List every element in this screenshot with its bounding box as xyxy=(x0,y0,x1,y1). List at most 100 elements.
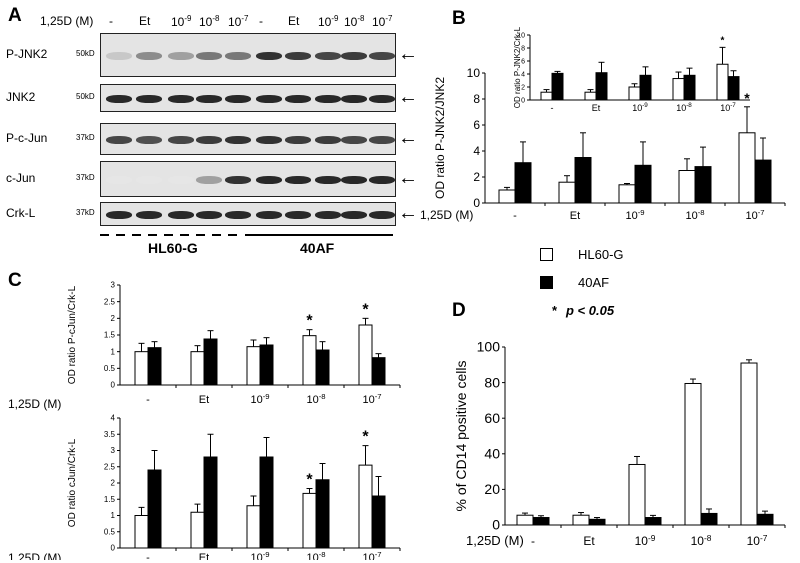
bar xyxy=(147,469,162,549)
blot-band xyxy=(341,211,367,219)
bar xyxy=(584,91,597,101)
category-label-base: 10 xyxy=(306,552,318,560)
y-tick-label: 2 xyxy=(473,170,480,184)
blot-lane-label: - xyxy=(259,14,263,28)
legend-filled-swatch xyxy=(540,276,553,289)
bar xyxy=(246,346,261,386)
y-tick-label: 6 xyxy=(521,58,525,65)
bar xyxy=(574,157,592,204)
category-label-exponent: -7 xyxy=(375,550,382,559)
bar xyxy=(740,362,758,526)
category-label-base: 10 xyxy=(250,394,262,406)
blot-band xyxy=(136,136,162,144)
category-label-exponent: -8 xyxy=(319,550,326,559)
blot-row-name: P-c-Jun xyxy=(6,131,48,145)
category-label-base: Et xyxy=(199,394,209,406)
x-axis-label: 1,25D (M) xyxy=(8,397,61,411)
blot-band xyxy=(168,211,194,219)
blot-row-arrow: ← xyxy=(398,86,418,108)
category-label-base: 10 xyxy=(685,210,697,222)
blot-band xyxy=(315,95,341,103)
category-label-base: 10 xyxy=(691,534,705,548)
bar xyxy=(738,132,756,204)
lane-label-base: 10 xyxy=(372,15,386,29)
lane-label-exponent: -9 xyxy=(331,14,339,23)
blot-row-mw: 37kD xyxy=(76,133,95,142)
blot-band xyxy=(369,95,395,103)
blot-band xyxy=(136,95,162,103)
bar xyxy=(315,349,330,386)
x-tick-label: 10-9 xyxy=(250,550,269,560)
group-label-40af: 40AF xyxy=(300,240,335,256)
y-tick-label: 3.5 xyxy=(104,430,116,439)
bar xyxy=(302,492,317,549)
y-tick-label: 80 xyxy=(484,374,500,390)
bar xyxy=(716,63,729,101)
blot-band xyxy=(256,95,282,103)
group-label-hl60g: HL60-G xyxy=(148,240,198,256)
blot-row-arrow: ← xyxy=(398,127,418,149)
blot-strip xyxy=(100,161,396,197)
legend-open-label: HL60-G xyxy=(578,247,624,262)
blot-band xyxy=(196,211,222,219)
blot-band xyxy=(196,136,222,144)
y-axis-label: OD ratio P-JNK2/JNK2 xyxy=(433,77,447,199)
significance-star: * xyxy=(744,90,750,106)
y-tick-label: 10 xyxy=(467,66,481,80)
blot-band xyxy=(256,176,282,184)
x-tick-label: - xyxy=(146,394,150,406)
y-tick-label: 4 xyxy=(111,414,116,423)
blot-lane-label: Et xyxy=(139,14,150,28)
y-tick-label: 6 xyxy=(473,118,480,132)
category-label-exponent: -9 xyxy=(638,208,645,217)
legend-open-swatch xyxy=(540,248,553,261)
panel-c-label: C xyxy=(8,270,22,291)
y-tick-label: 20 xyxy=(484,481,500,497)
blot-band xyxy=(168,176,194,184)
x-tick-label: Et xyxy=(199,394,209,406)
bar xyxy=(628,86,641,101)
y-axis-label: OD ratio P-JNK2/Crk-L xyxy=(513,26,522,108)
blot-band xyxy=(341,176,367,184)
blot-band xyxy=(256,52,282,60)
blot-band xyxy=(106,52,132,60)
y-tick-label: 1 xyxy=(111,511,116,520)
lane-label-exponent: -9 xyxy=(184,14,192,23)
y-tick-label: 100 xyxy=(477,339,501,355)
bar xyxy=(532,517,550,526)
category-label-base: Et xyxy=(570,210,580,222)
blot-band xyxy=(106,95,132,103)
x-tick-label: 10-9 xyxy=(632,102,648,113)
category-label-base: - xyxy=(551,103,554,113)
blot-strip xyxy=(100,33,396,77)
y-tick-label: 1.5 xyxy=(104,331,116,340)
blot-band xyxy=(136,176,162,184)
y-tick-label: 3 xyxy=(111,281,116,290)
blot-band xyxy=(196,52,222,60)
x-tick-label: 10-7 xyxy=(747,533,768,548)
blot-row-mw: 37kD xyxy=(76,173,95,182)
y-axis-label: OD ratio P-cJun/Crk-L xyxy=(67,285,78,384)
blot-band xyxy=(168,136,194,144)
lane-label-exponent: -7 xyxy=(241,14,249,23)
bar xyxy=(190,511,205,549)
lane-label-base: 10 xyxy=(228,15,242,29)
significance-star: * xyxy=(306,472,313,489)
category-label-exponent: -9 xyxy=(263,550,270,559)
category-label-base: 10 xyxy=(250,552,262,560)
blot-band xyxy=(196,176,222,184)
blot-row-name: c-Jun xyxy=(6,171,36,185)
blot-band xyxy=(285,95,311,103)
x-tick-label: 10-7 xyxy=(745,208,764,222)
category-label-exponent: -9 xyxy=(648,533,656,543)
blot-band xyxy=(285,52,311,60)
category-label-base: Et xyxy=(592,103,601,113)
bar xyxy=(754,159,772,204)
y-axis-label: % of CD14 positive cells xyxy=(453,361,469,512)
blot-band xyxy=(106,136,132,144)
bar xyxy=(551,72,564,101)
x-tick-label: - xyxy=(146,552,150,560)
x-tick-label: 10-7 xyxy=(362,392,381,406)
lane-label-base: - xyxy=(109,14,113,28)
bar xyxy=(558,181,576,204)
